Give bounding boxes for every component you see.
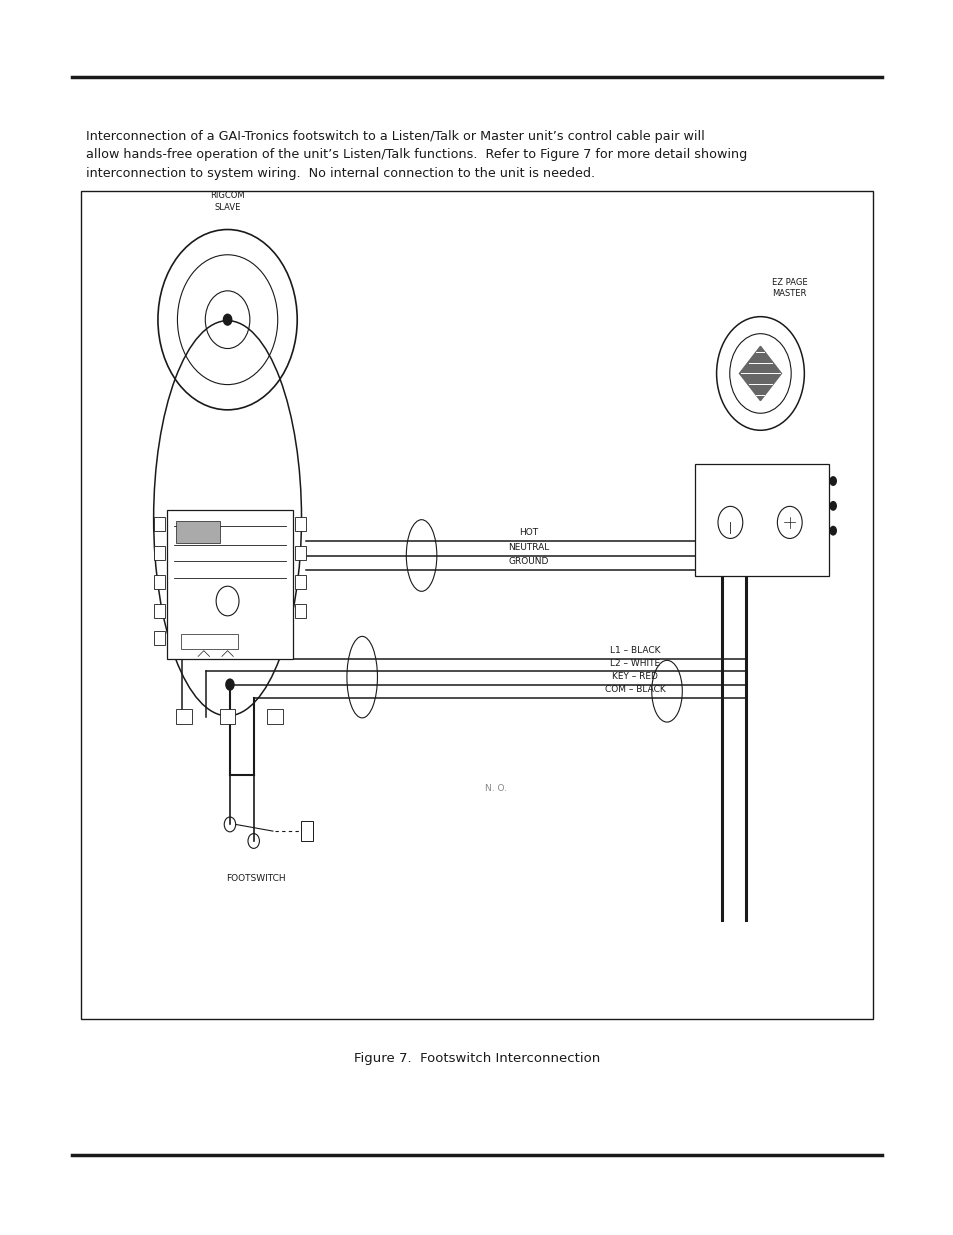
Bar	[294, 517, 305, 531]
Circle shape	[828, 477, 836, 487]
Bar	[300, 821, 313, 841]
Bar	[220, 709, 235, 724]
Text: HOT: HOT	[518, 527, 537, 537]
Circle shape	[225, 678, 234, 690]
Bar	[294, 546, 305, 559]
Bar	[154, 576, 165, 589]
Polygon shape	[739, 346, 781, 400]
Text: L1 – BLACK: L1 – BLACK	[610, 646, 659, 656]
Text: COM – BLACK: COM – BLACK	[604, 685, 665, 694]
Bar	[694, 464, 828, 577]
Circle shape	[223, 314, 232, 325]
Text: Figure 7.  Footswitch Interconnection: Figure 7. Footswitch Interconnection	[354, 1052, 599, 1066]
Text: RIGCOM
SLAVE: RIGCOM SLAVE	[210, 191, 245, 211]
Text: Interconnection of a GAI-Tronics footswitch to a Listen/Talk or Master unit’s co: Interconnection of a GAI-Tronics footswi…	[86, 130, 746, 179]
Bar	[176, 521, 220, 543]
Bar	[154, 517, 165, 531]
Bar	[267, 709, 282, 724]
Circle shape	[828, 501, 836, 511]
Text: NEUTRAL: NEUTRAL	[507, 543, 549, 552]
Bar	[294, 604, 305, 618]
Text: EZ PAGE
MASTER: EZ PAGE MASTER	[771, 278, 807, 299]
Text: FOOTSWITCH: FOOTSWITCH	[226, 874, 286, 883]
Bar	[294, 576, 305, 589]
Bar	[154, 631, 165, 645]
Text: N. O.: N. O.	[484, 784, 506, 793]
Bar	[81, 191, 872, 1019]
Bar	[167, 510, 293, 659]
Bar	[154, 546, 165, 559]
Bar	[154, 604, 165, 618]
Text: KEY – RED: KEY – RED	[612, 672, 658, 680]
Bar	[181, 635, 237, 650]
Circle shape	[828, 526, 836, 536]
Text: GROUND: GROUND	[508, 557, 548, 566]
Text: L2 – WHITE: L2 – WHITE	[610, 658, 659, 668]
Bar	[176, 709, 192, 724]
